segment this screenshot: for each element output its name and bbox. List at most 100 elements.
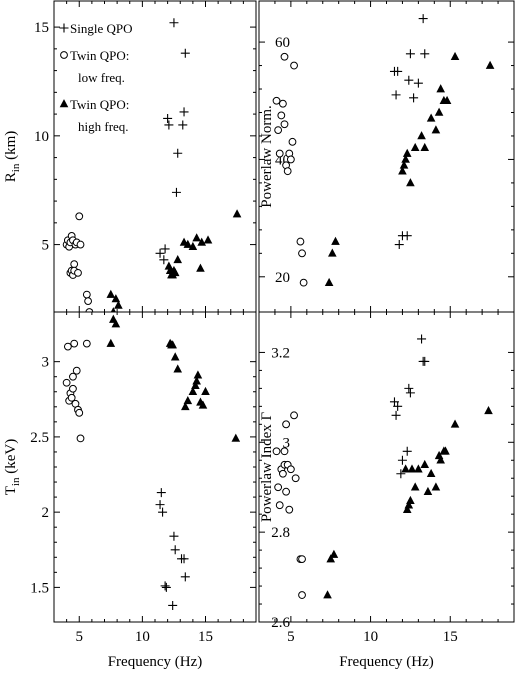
twin-qpo-high-point [111,319,121,328]
twin-qpo-low-point [283,167,292,176]
twin-qpo-high-point [170,268,180,277]
legend-label: Twin QPO: [70,97,129,112]
twin-qpo-low-point [275,501,284,510]
single-qpo-point [391,90,401,100]
y-tick-label: 3 [42,355,50,371]
twin-qpo-low-point [85,308,94,312]
y-tick-label: 20 [275,270,290,286]
twin-qpo-high-point [188,386,198,396]
data-points [62,18,242,312]
panel-bottom-left: 5 10 15 1.5 2 2.5 3 Tin (keV) Frequency (Hz) [3,311,257,670]
single-qpo-point [180,48,190,58]
single-qpo-point [179,554,189,564]
twin-qpo-low-point [280,52,289,61]
twin-qpo-high-point [331,236,340,245]
twin-qpo-high-point [192,233,201,242]
single-qpo-point [393,66,403,76]
twin-qpo-high-point [417,131,426,140]
data-points [272,14,495,287]
twin-qpo-low-point [76,434,85,443]
twin-qpo-low-point [72,366,81,375]
x-tick-label: 5 [287,629,295,645]
panel-top-left: 5 10 15 Rin (km) Single QPO Twin QPO: low freq… [3,0,257,313]
single-qpo-point [160,581,170,591]
twin-qpo-low-point [74,268,82,277]
single-qpo-point [178,120,188,130]
single-qpo-point [161,582,171,592]
twin-qpo-high-point [188,241,198,251]
twin-qpo-high-point [193,370,203,379]
single-qpo-point [155,248,165,258]
twin-qpo-high-point [191,380,200,390]
single-qpo-point [169,18,179,28]
twin-qpo-high-point [431,125,441,134]
twin-qpo-high-point [436,84,445,93]
twin-qpo-high-point [324,277,334,286]
x-tick-label: 10 [363,629,378,645]
y-axis-title-main: T [3,486,19,495]
twin-qpo-low-point [62,378,71,387]
y-tick-label: 60 [275,35,290,51]
single-qpo-point [163,113,173,123]
twin-qpo-low-point [282,487,290,496]
single-qpo-point [168,600,178,610]
data-points [62,314,241,610]
twin-qpo-low-point [298,591,306,599]
single-qpo-point [420,356,430,366]
single-qpo-point [169,531,179,541]
twin-qpo-high-point [328,248,337,257]
x-axis-title: Frequency (Hz) [339,654,434,670]
twin-qpo-high-point [170,352,180,361]
plot-frame [258,311,515,623]
twin-qpo-high-point [414,464,423,473]
data-points [272,334,493,599]
twin-qpo-low-point [63,342,72,351]
legend-label: Single QPO [70,21,132,36]
single-qpo-point [396,469,406,479]
twin-qpo-low-point [274,483,283,492]
y-axis-title: Rin (km) [3,131,22,183]
twin-qpo-high-point [426,468,436,478]
y-tick-label: 3 [283,435,291,451]
x-tick-label: 5 [76,629,84,645]
twin-qpo-high-point [114,300,123,309]
twin-qpo-high-point [168,340,177,349]
single-qpo-point [179,107,189,117]
twin-qpo-low-point [291,474,300,483]
single-qpo-point [155,500,165,510]
y-tick-label: 15 [34,20,49,36]
single-qpo-point [156,488,166,498]
legend-plus-icon [59,23,69,33]
twin-qpo-low-point [69,372,77,381]
twin-qpo-high-point [406,495,415,504]
twin-qpo-high-point [232,209,242,218]
single-qpo-point [397,455,407,465]
twin-qpo-high-point [197,237,207,246]
y-axis-title-main: Powerlaw Norm. [259,105,275,207]
twin-qpo-low-point [286,465,295,474]
twin-qpo-high-point [441,446,450,455]
twin-qpo-high-point [401,464,410,473]
twin-qpo-high-point [181,401,190,411]
twin-qpo-high-point [196,263,205,272]
single-qpo-point [160,244,170,254]
twin-qpo-high-point [420,142,430,151]
y-tick-label: 2.6 [271,615,290,631]
twin-qpo-low-point [275,149,284,158]
single-qpo-point [158,507,168,517]
x-axis-title: Frequency (Hz) [108,654,203,670]
twin-qpo-high-point [326,554,336,563]
twin-qpo-low-point [69,384,77,393]
y-axis-title-unit: (km) [3,131,19,164]
twin-qpo-low-point [279,99,287,108]
twin-qpo-high-point [436,455,445,464]
twin-qpo-low-point [76,240,85,249]
legend-triangle-icon [59,99,69,108]
twin-qpo-low-point [299,278,308,287]
y-tick-label: 2 [42,505,50,521]
twin-qpo-high-point [173,254,183,264]
twin-qpo-low-point [285,505,294,514]
single-qpo-point [402,446,412,456]
twin-qpo-low-point [272,96,281,105]
twin-qpo-high-point [420,459,430,469]
